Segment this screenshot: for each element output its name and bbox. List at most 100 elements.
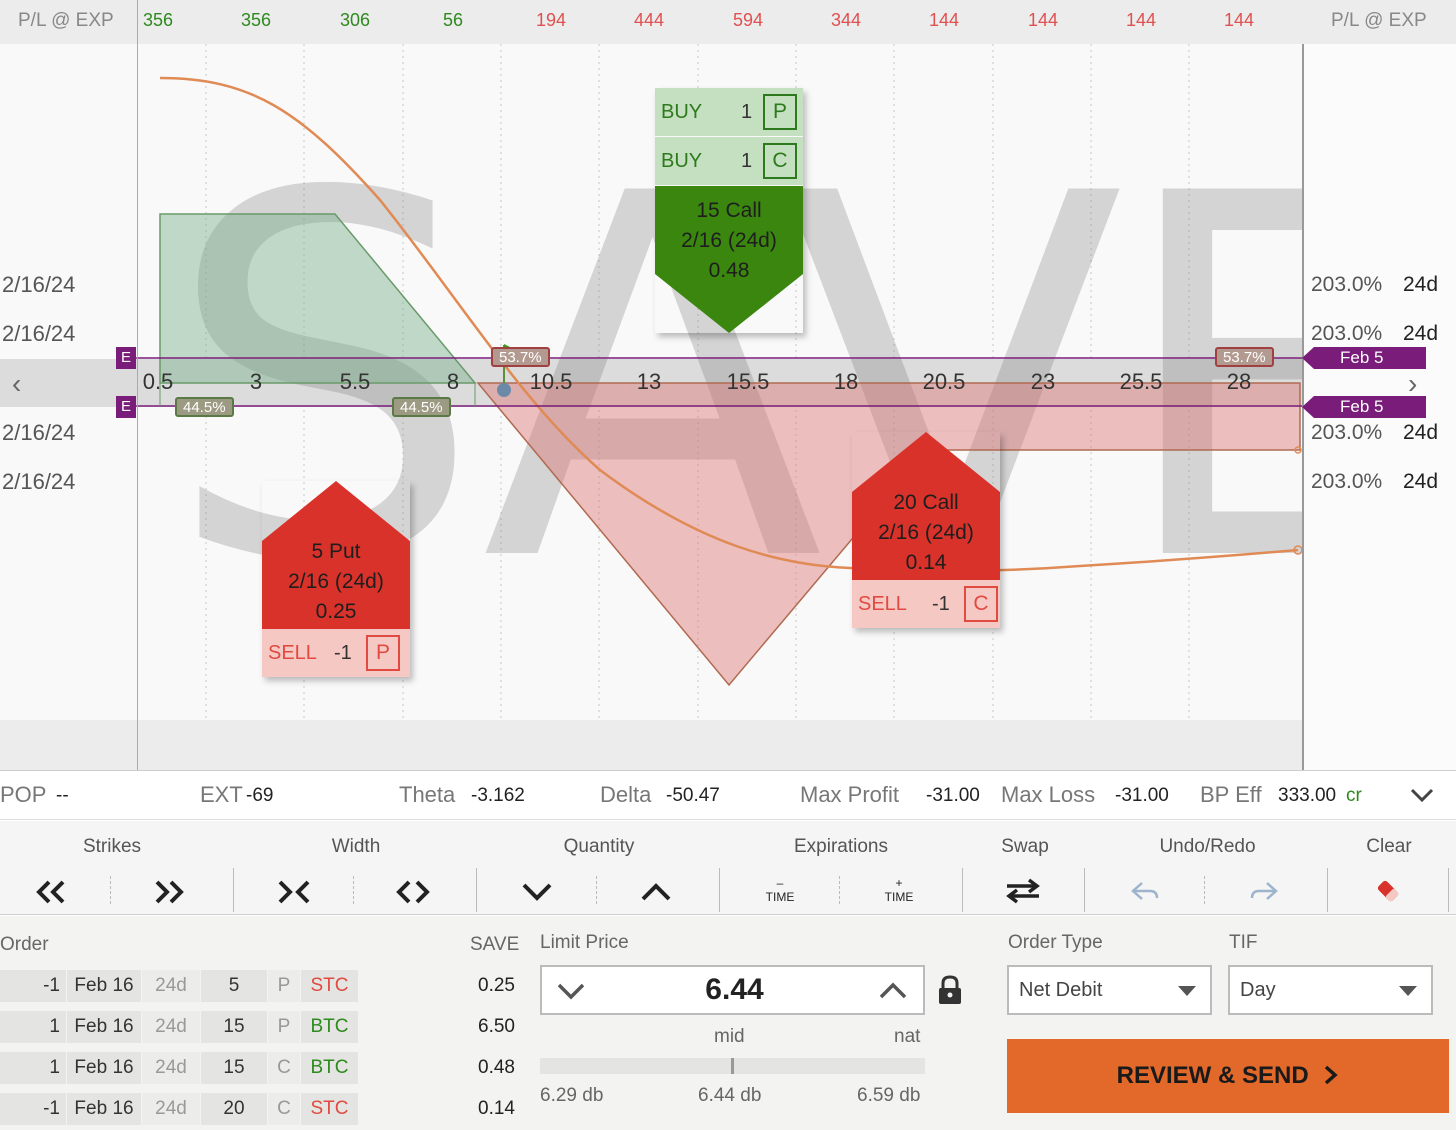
divider (1327, 868, 1328, 912)
clear-button[interactable] (1329, 872, 1447, 910)
strike-tick[interactable]: 13 (636, 369, 662, 394)
leg-expiration[interactable]: Feb 16 (67, 970, 141, 1002)
leg-qty[interactable]: -1 (0, 1093, 66, 1125)
leg-strike[interactable]: 20 (201, 1093, 267, 1125)
leg-dte[interactable]: 24d (142, 1093, 200, 1125)
undo-button[interactable] (1086, 872, 1204, 910)
leg-type-badge[interactable]: P (366, 635, 400, 671)
dte-label: 24d (1403, 322, 1439, 345)
delta-value: -50.47 (666, 785, 720, 806)
leg-type-badge[interactable]: P (763, 94, 797, 130)
strike-tick[interactable]: 8 (446, 369, 460, 394)
card-leg-row[interactable]: SELL -1 C (852, 580, 1000, 628)
strike-tick[interactable]: 25.5 (1119, 369, 1163, 394)
expiration-earlier-button[interactable]: – TIME (721, 872, 839, 910)
leg-strike[interactable]: 15 (201, 1011, 267, 1043)
leg-type[interactable]: P (268, 970, 300, 1002)
quantity-down-button[interactable] (478, 872, 596, 910)
tif-select[interactable]: Day (1228, 965, 1433, 1015)
card-leg-row[interactable]: SELL -1 P (262, 629, 410, 677)
exp-flag-shape (1302, 347, 1426, 369)
leg-action[interactable]: STC (301, 1093, 358, 1125)
width-widen-button[interactable] (354, 872, 472, 910)
leg-expiration[interactable]: Feb 16 (67, 1011, 141, 1043)
strike-tick[interactable]: 23 (1030, 369, 1056, 394)
leg-qty: -1 (334, 641, 352, 664)
strike-tick[interactable]: 0.5 (142, 369, 174, 394)
leg-qty[interactable]: 1 (0, 1052, 66, 1084)
leg-action[interactable]: BTC (301, 1052, 358, 1084)
leg-qty: 1 (741, 149, 753, 172)
expiration-marker[interactable]: E (116, 396, 136, 418)
card-leg-row[interactable]: BUY 1 P (655, 88, 803, 136)
leg-expiration[interactable]: Feb 16 (67, 1093, 141, 1125)
card-leg-row[interactable]: BUY 1 C (655, 137, 803, 185)
leg-type-badge[interactable]: C (763, 143, 797, 179)
pl-value: 356 (240, 10, 272, 30)
leg-qty: 1 (741, 100, 753, 123)
quantity-label: Quantity (563, 836, 635, 857)
order-leg-row[interactable]: -1 Feb 16 24d 5 P STC 0.25 (0, 970, 515, 1002)
divider (353, 876, 354, 904)
max-loss-label: Max Loss (1001, 782, 1096, 807)
order-leg-row[interactable]: 1 Feb 16 24d 15 P BTC 6.50 (0, 1011, 515, 1043)
expiration-flag[interactable]: Feb 5 (1340, 397, 1384, 416)
order-leg-row[interactable]: -1 Feb 16 24d 20 C STC 0.14 (0, 1093, 515, 1125)
leg-dte[interactable]: 24d (142, 970, 200, 1002)
redo-button[interactable] (1205, 872, 1323, 910)
dte-label: 24d (1403, 470, 1439, 493)
leg-type[interactable]: C (268, 1052, 300, 1084)
pl-value: 144 (1223, 10, 1255, 30)
strike-tick[interactable]: 3 (249, 369, 263, 394)
long-call-card[interactable]: BUY 1 P BUY 1 C 15 Call 2/16 (24d) 0.48 (655, 88, 803, 333)
pl-at-expiration-strip: P/L @ EXP P/L @ EXP 356 356 306 56 194 444 594… (0, 0, 1456, 44)
price-up-icon[interactable] (878, 981, 908, 1001)
leg-strike[interactable]: 5 (201, 970, 267, 1002)
leg-type[interactable]: C (268, 1093, 300, 1125)
strike-tick[interactable]: 15.5 (726, 369, 770, 394)
card-expiration: 2/16 (24d) (288, 570, 384, 593)
strike-tick[interactable]: 10.5 (529, 369, 573, 394)
limit-price-input[interactable]: 6.44 (540, 965, 925, 1015)
quantity-up-button[interactable] (597, 872, 715, 910)
chevron-down-icon[interactable] (1410, 787, 1434, 803)
divider (839, 876, 840, 904)
strikes-up-button[interactable] (110, 872, 228, 910)
expiration-flag[interactable]: Feb 5 (1340, 348, 1384, 367)
expiration-marker[interactable]: E (116, 347, 136, 369)
scroll-right-icon[interactable]: › (1408, 368, 1418, 399)
leg-dte[interactable]: 24d (142, 1052, 200, 1084)
swap-button[interactable] (964, 872, 1082, 910)
leg-strike[interactable]: 15 (201, 1052, 267, 1084)
leg-type[interactable]: P (268, 1011, 300, 1043)
strike-tick[interactable]: 28 (1226, 369, 1252, 394)
leg-qty[interactable]: 1 (0, 1011, 66, 1043)
limit-price-value[interactable]: 6.44 (705, 973, 764, 1006)
lock-icon[interactable] (937, 975, 963, 1005)
review-and-send-button[interactable]: REVIEW & SEND (1007, 1039, 1449, 1113)
width-narrow-button[interactable] (235, 872, 353, 910)
price-down-icon[interactable] (556, 981, 586, 1001)
expiration-later-button[interactable]: + TIME (840, 872, 958, 910)
pl-value: 444 (633, 10, 665, 30)
leg-qty[interactable]: -1 (0, 970, 66, 1002)
order-type-select[interactable]: Net Debit (1007, 965, 1212, 1015)
short-put-card[interactable]: 5 Put 2/16 (24d) 0.25 SELL -1 P (262, 481, 410, 677)
order-leg-row[interactable]: 1 Feb 16 24d 15 C BTC 0.48 (0, 1052, 515, 1084)
ext-value: -69 (246, 785, 274, 806)
short-call-card[interactable]: 20 Call 2/16 (24d) 0.14 SELL -1 C (852, 432, 1000, 628)
strike-tick[interactable]: 20.5 (922, 369, 966, 394)
leg-type-badge[interactable]: C (964, 586, 998, 622)
leg-action[interactable]: STC (301, 970, 358, 1002)
scroll-left-icon[interactable]: ‹ (12, 368, 22, 399)
strike-tick[interactable]: 18 (833, 369, 859, 394)
slider-handle[interactable] (731, 1058, 734, 1074)
card-arrow-up (852, 432, 1000, 580)
leg-action[interactable]: BTC (301, 1011, 358, 1043)
narrow-icon (278, 880, 310, 904)
strike-tick[interactable]: 5.5 (339, 369, 371, 394)
price-slider[interactable] (540, 1058, 925, 1074)
strikes-down-button[interactable] (0, 872, 110, 910)
leg-dte[interactable]: 24d (142, 1011, 200, 1043)
leg-expiration[interactable]: Feb 16 (67, 1052, 141, 1084)
